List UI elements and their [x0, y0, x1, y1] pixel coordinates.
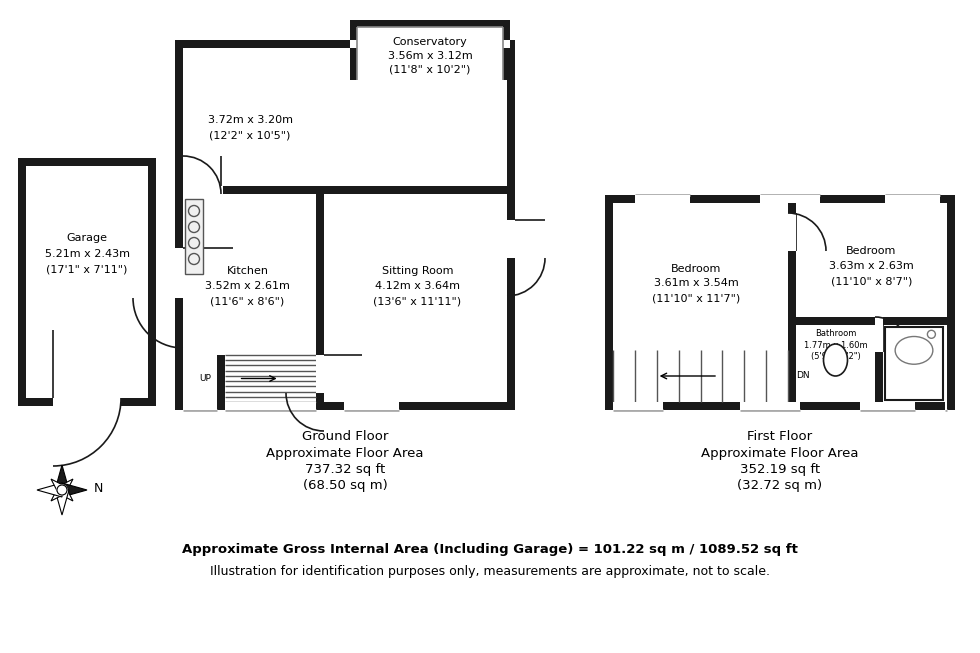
Bar	[788, 203, 796, 402]
Text: 1.77m x 1.60m: 1.77m x 1.60m	[804, 340, 867, 349]
Polygon shape	[55, 465, 69, 490]
Bar	[945, 402, 947, 410]
Text: 3.52m x 2.61m: 3.52m x 2.61m	[205, 281, 290, 291]
Text: (11'8" x 10'2"): (11'8" x 10'2")	[389, 65, 470, 75]
Bar	[875, 317, 883, 402]
Bar	[18, 158, 26, 406]
Bar	[885, 327, 943, 400]
Text: (13'6" x 11'11"): (13'6" x 11'11")	[373, 296, 462, 306]
Bar	[217, 355, 225, 402]
Text: Garage: Garage	[67, 233, 108, 243]
Bar	[760, 195, 820, 203]
Text: 3.63m x 2.63m: 3.63m x 2.63m	[829, 261, 914, 271]
Bar	[605, 402, 955, 410]
Text: 5.21m x 2.43m: 5.21m x 2.43m	[44, 249, 129, 259]
Polygon shape	[59, 486, 73, 501]
Text: Kitchen: Kitchen	[226, 266, 269, 276]
Text: 3.56m x 3.12m: 3.56m x 3.12m	[388, 51, 472, 61]
Text: 3.72m x 3.20m: 3.72m x 3.20m	[208, 115, 292, 125]
Bar	[860, 402, 915, 410]
Polygon shape	[51, 479, 66, 494]
Bar	[796, 317, 947, 325]
Text: (68.50 sq m): (68.50 sq m)	[303, 479, 387, 492]
Text: (17'1" x 7'11"): (17'1" x 7'11")	[46, 265, 127, 275]
Polygon shape	[55, 490, 69, 515]
Bar	[175, 40, 515, 48]
Bar	[885, 195, 940, 203]
Text: (11'10" x 11'7"): (11'10" x 11'7")	[653, 293, 741, 304]
Bar	[613, 402, 663, 410]
Text: Approximate Floor Area: Approximate Floor Area	[702, 447, 858, 460]
Bar	[605, 195, 613, 410]
Text: (5'9" x 5'2"): (5'9" x 5'2")	[810, 353, 860, 362]
Text: Illustration for identification purposes only, measurements are approximate, not: Illustration for identification purposes…	[210, 565, 770, 579]
Ellipse shape	[823, 344, 848, 376]
Bar	[185, 199, 203, 274]
Bar	[350, 20, 357, 80]
Text: Sitting Room: Sitting Room	[382, 266, 454, 276]
Bar	[183, 186, 223, 196]
Ellipse shape	[895, 336, 933, 364]
Bar	[175, 402, 515, 410]
Text: (12'2" x 10'5"): (12'2" x 10'5")	[210, 131, 291, 141]
Bar	[350, 40, 510, 48]
Text: 737.32 sq ft: 737.32 sq ft	[305, 463, 385, 476]
Text: Bedroom: Bedroom	[847, 246, 897, 256]
Text: Bathroom: Bathroom	[814, 328, 857, 338]
Text: Approximate Gross Internal Area (Including Garage) = 101.22 sq m / 1089.52 sq ft: Approximate Gross Internal Area (Includi…	[182, 543, 798, 556]
Bar	[947, 195, 955, 410]
Text: 3.61m x 3.54m: 3.61m x 3.54m	[654, 278, 739, 289]
Text: UP: UP	[199, 374, 211, 383]
Polygon shape	[37, 483, 62, 497]
Bar	[635, 195, 690, 203]
Circle shape	[57, 485, 67, 495]
Bar	[18, 398, 53, 406]
Bar	[316, 190, 324, 402]
Text: First Floor: First Floor	[748, 430, 812, 443]
Text: (11'6" x 8'6"): (11'6" x 8'6")	[211, 296, 284, 306]
Bar	[121, 398, 156, 406]
Text: Ground Floor: Ground Floor	[302, 430, 388, 443]
Text: Conservatory: Conservatory	[393, 37, 467, 47]
Bar	[503, 20, 510, 80]
Bar	[875, 317, 883, 352]
Bar	[344, 402, 399, 410]
Bar	[350, 20, 510, 27]
Text: 4.12m x 3.64m: 4.12m x 3.64m	[375, 281, 460, 291]
Bar	[605, 195, 955, 203]
Bar	[175, 40, 183, 410]
Bar	[175, 248, 183, 298]
Bar	[740, 402, 800, 410]
Text: Approximate Floor Area: Approximate Floor Area	[267, 447, 423, 460]
Text: Bedroom: Bedroom	[671, 264, 721, 274]
Polygon shape	[51, 486, 66, 501]
Bar	[507, 220, 515, 258]
Bar	[183, 186, 507, 194]
Text: 352.19 sq ft: 352.19 sq ft	[740, 463, 820, 476]
Bar	[183, 402, 217, 410]
Bar	[316, 355, 324, 393]
Polygon shape	[62, 483, 87, 497]
Bar	[507, 40, 515, 410]
Bar	[18, 158, 156, 166]
Polygon shape	[59, 479, 73, 494]
Text: (32.72 sq m): (32.72 sq m)	[737, 479, 822, 492]
Text: N: N	[94, 481, 103, 494]
Bar	[788, 213, 796, 251]
Bar	[225, 402, 316, 410]
Bar	[148, 158, 156, 406]
Text: (11'10" x 8'7"): (11'10" x 8'7")	[831, 276, 912, 286]
Text: DN: DN	[796, 372, 809, 381]
